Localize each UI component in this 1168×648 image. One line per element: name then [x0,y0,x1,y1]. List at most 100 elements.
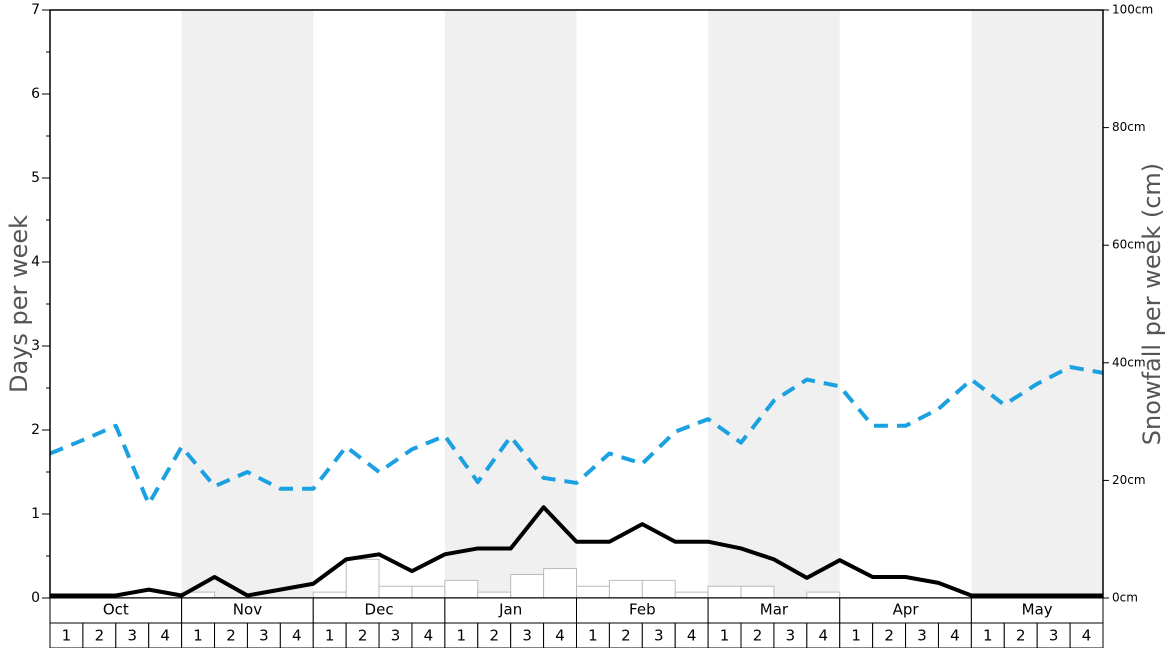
bar [345,558,380,599]
week-cell [181,622,216,648]
week-label: 1 [457,627,467,645]
month-cell [707,597,841,624]
week-cell [148,622,183,648]
bar [444,579,479,599]
y-tick-label: 4 [31,254,40,270]
y-tick-label: 3 [31,338,40,354]
week-cell [839,622,874,648]
bar [707,585,742,599]
week-cell [608,622,643,648]
week-cell [937,622,972,648]
week-cell [576,622,610,648]
month-cell [444,597,577,624]
week-cell [740,622,775,648]
month-label: Oct [103,601,129,619]
month-band [444,10,577,598]
week-label: 3 [917,627,927,645]
y2-tick-label: 80cm [1112,120,1146,134]
y2-tick-label: 20cm [1112,473,1146,487]
bar [411,585,446,599]
y2-axis-label: Snowfall per week (cm) [1138,163,1166,445]
month-band [708,10,840,598]
week-cell [707,622,742,648]
bar [608,579,643,599]
bar [674,591,709,599]
week-cell [970,622,1005,648]
bar [740,585,775,599]
week-label: 4 [555,627,565,645]
week-label: 2 [884,627,894,645]
bar [510,573,545,599]
week-label: 4 [160,627,170,645]
week-cell [510,622,545,648]
month-label: Apr [893,601,920,619]
y-tick-label: 2 [31,422,40,438]
week-label: 1 [62,627,72,645]
month-label: Dec [365,601,394,619]
week-cell [872,622,907,648]
week-label: 2 [489,627,499,645]
week-label: 2 [358,627,368,645]
month-cell [181,597,314,624]
week-cell [1069,622,1104,648]
week-label: 3 [786,627,796,645]
week-label: 3 [522,627,532,645]
line-series [49,365,1104,506]
week-cell [115,622,150,648]
month-label: Mar [760,601,789,619]
y2-tick-label: 40cm [1112,355,1146,369]
week-label: 1 [851,627,861,645]
month-band [181,10,314,598]
week-label: 2 [95,627,105,645]
week-label: 4 [819,627,829,645]
week-cell [773,622,808,648]
week-label: 3 [127,627,137,645]
week-label: 2 [1016,627,1026,645]
month-cell [970,597,1104,624]
bar [641,579,676,599]
month-label: May [1022,601,1053,619]
week-cell [674,622,709,648]
week-cell [806,622,841,648]
week-cell [641,622,676,648]
month-band [971,10,1103,598]
week-label: 1 [325,627,335,645]
week-label: 3 [259,627,269,645]
week-cell [543,622,577,648]
week-label: 3 [1049,627,1059,645]
y-tick-label: 5 [31,170,40,186]
week-label: 3 [654,627,664,645]
week-label: 4 [292,627,302,645]
week-label: 2 [621,627,631,645]
week-label: 4 [1082,627,1092,645]
y2-tick-label: 100cm [1112,3,1153,17]
bar [312,591,347,599]
week-label: 2 [753,627,763,645]
week-label: 4 [424,627,434,645]
week-label: 1 [193,627,203,645]
bar [543,568,577,599]
y2-tick-label: 0cm [1112,591,1138,605]
month-label: Nov [233,601,262,619]
week-label: 3 [391,627,401,645]
week-label: 2 [226,627,236,645]
week-label: 1 [588,627,598,645]
bar [576,585,610,599]
y-tick-label: 0 [31,590,40,606]
month-label: Feb [629,601,656,619]
y-axis-label: Days per week [5,215,33,393]
bar [378,585,413,599]
bar [477,591,512,599]
y-tick-label: 6 [31,86,40,102]
y2-tick-label: 60cm [1112,238,1146,252]
week-label: 1 [720,627,730,645]
y-tick-label: 1 [31,506,40,522]
week-label: 1 [983,627,993,645]
week-cell [477,622,512,648]
week-label: 4 [687,627,697,645]
week-label: 4 [950,627,960,645]
y-tick-label: 7 [31,2,40,18]
bar [806,591,841,599]
line-series [50,505,1103,598]
